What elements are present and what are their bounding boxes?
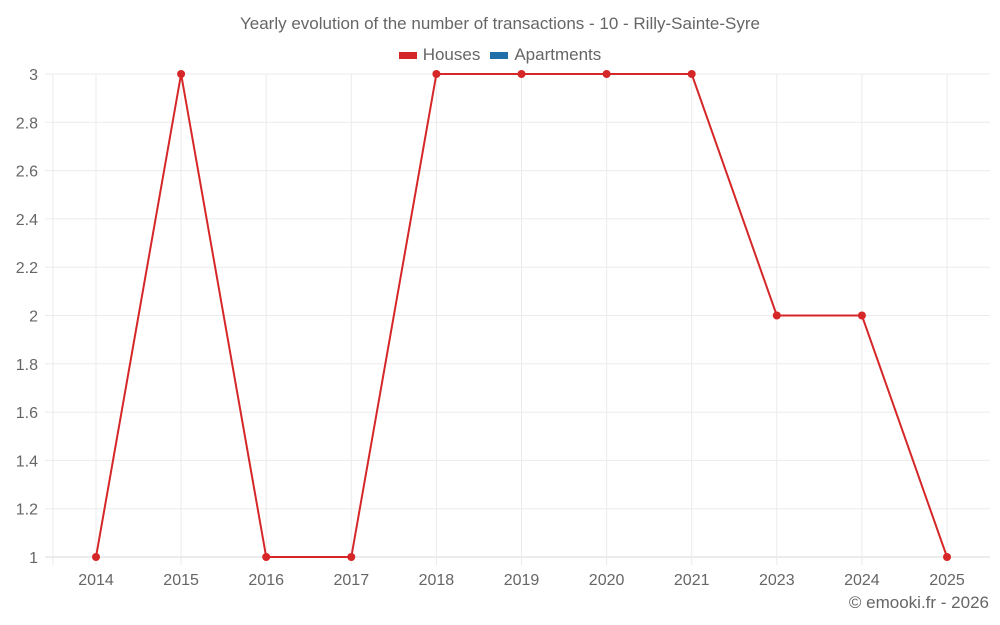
x-tick-label: 2015: [163, 572, 199, 589]
y-tick-label: 2.8: [16, 115, 38, 132]
data-point-marker[interactable]: [262, 553, 271, 561]
x-tick-label: 2016: [248, 572, 284, 589]
copyright-credit: © emooki.fr - 2026: [848, 593, 989, 612]
x-tick-label: 2024: [844, 572, 880, 589]
apartments-swatch-icon: [490, 51, 509, 59]
legend-item-apartments[interactable]: Apartments: [490, 45, 601, 65]
x-axis-ticks: 2014 2015 2016 2017 2018 2019 2020 2021 2023 2024…: [78, 572, 965, 589]
legend-label-houses: Houses: [422, 45, 481, 64]
y-tick-label: 1.2: [16, 502, 38, 519]
chart-legend: Houses Apartments: [0, 45, 1000, 65]
x-tick-label: 2023: [759, 572, 795, 589]
data-point-marker[interactable]: [177, 70, 186, 78]
x-tick-label: 2018: [419, 572, 455, 589]
y-tick-label: 3: [29, 67, 38, 84]
y-axis-ticks: 1 1.2 1.4 1.6 1.8 2 2.2 2.4 2.6 2.8 3: [16, 67, 38, 567]
data-point-marker[interactable]: [347, 553, 356, 561]
y-tick-label: 2.2: [16, 260, 38, 277]
data-point-marker[interactable]: [92, 553, 100, 561]
data-point-marker[interactable]: [772, 311, 781, 320]
data-point-marker[interactable]: [857, 311, 866, 320]
x-tick-label: 2021: [674, 572, 710, 589]
x-tick-label: 2020: [589, 572, 625, 589]
x-tick-label: 2014: [78, 572, 114, 589]
y-tick-label: 1.8: [16, 357, 38, 374]
y-tick-label: 2.6: [16, 164, 38, 181]
x-tick-label: 2025: [929, 572, 965, 589]
houses-series: [92, 70, 951, 561]
y-tick-label: 2.4: [16, 212, 38, 229]
x-tick-label: 2019: [504, 572, 540, 589]
legend-item-houses[interactable]: Houses: [398, 45, 481, 65]
y-tick-label: 1.6: [16, 405, 38, 422]
houses-swatch-icon: [398, 51, 417, 59]
data-point-marker[interactable]: [432, 70, 441, 78]
data-point-marker[interactable]: [602, 70, 611, 78]
data-point-marker[interactable]: [517, 70, 526, 78]
y-tick-label: 2: [29, 309, 38, 326]
x-tick-label: 2017: [334, 572, 370, 589]
chart-title: Yearly evolution of the number of transa…: [239, 14, 760, 33]
data-point-marker[interactable]: [687, 70, 696, 78]
y-tick-label: 1.4: [16, 453, 38, 470]
legend-label-apartments: Apartments: [514, 45, 602, 64]
y-tick-label: 1: [29, 550, 38, 567]
data-point-marker[interactable]: [943, 553, 951, 561]
gridlines: [45, 73, 990, 565]
